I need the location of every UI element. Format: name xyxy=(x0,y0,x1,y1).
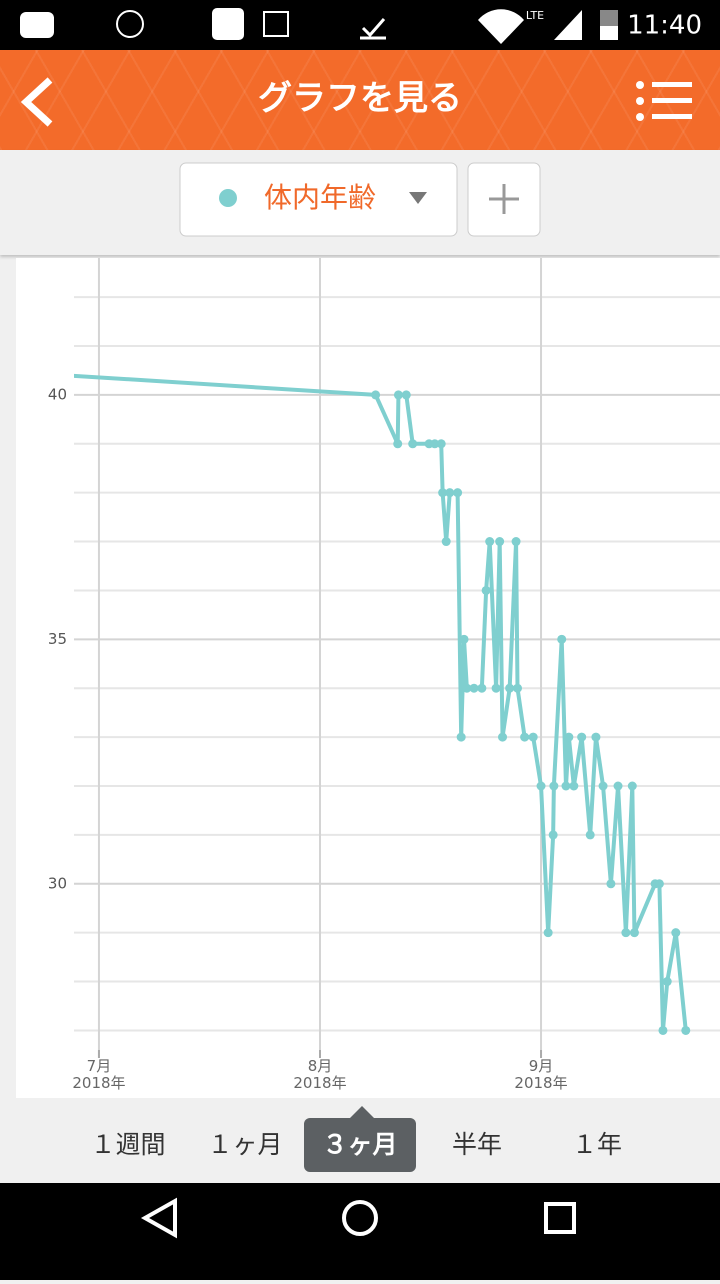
data-point xyxy=(485,537,495,547)
nav-recents[interactable] xyxy=(544,1202,576,1234)
grid: 30 35 40 xyxy=(48,258,720,1058)
data-point xyxy=(498,732,508,742)
tab-pointer xyxy=(350,1106,374,1118)
y-tick-label: 30 xyxy=(48,874,67,892)
data-point xyxy=(557,634,567,644)
data-point xyxy=(445,488,455,498)
data-point xyxy=(548,830,558,840)
data-point xyxy=(528,732,538,742)
data-point xyxy=(477,683,487,693)
period-tabs: １週間 １ヶ月 ３ヶ月 半年 １年 xyxy=(0,1098,720,1183)
data-point xyxy=(629,928,639,938)
menu-button[interactable] xyxy=(636,81,692,121)
period-tab[interactable]: １週間 xyxy=(90,1130,166,1159)
status-icons: LTE 11:40 xyxy=(20,8,702,45)
data-point xyxy=(613,781,623,791)
data-point xyxy=(658,1025,668,1035)
data-point xyxy=(469,683,479,693)
data-point xyxy=(671,928,681,938)
data-point xyxy=(627,781,637,791)
header-title: グラフを見る xyxy=(258,79,462,119)
toolbar: 体内年齢 xyxy=(0,150,720,255)
data-point xyxy=(606,879,616,889)
data-point xyxy=(564,732,574,742)
data-point xyxy=(654,879,664,889)
status-bar: LTE 11:40 xyxy=(0,0,720,50)
data-point xyxy=(401,390,411,400)
nav-home[interactable] xyxy=(342,1200,378,1236)
x-tick-label: 7月 2018年 xyxy=(72,1057,126,1092)
data-point xyxy=(549,781,559,791)
data-point xyxy=(598,781,608,791)
nav-bar xyxy=(0,1183,720,1280)
nav-icons xyxy=(140,1197,576,1239)
data-point xyxy=(585,830,595,840)
data-point xyxy=(459,634,469,644)
data-point xyxy=(505,683,515,693)
header-graphics: グラフを見る xyxy=(20,77,692,127)
chart-card xyxy=(16,258,720,1098)
data-point xyxy=(453,488,463,498)
period-tab[interactable]: １年 xyxy=(571,1130,622,1159)
data-point xyxy=(681,1025,691,1035)
x-tick-label: 9月 2018年 xyxy=(514,1057,568,1092)
chart: 30 35 40 xyxy=(23,258,720,1058)
x-tick-label: 8月 2018年 xyxy=(293,1057,347,1092)
data-point xyxy=(481,585,491,595)
data-point xyxy=(543,928,553,938)
back-button[interactable] xyxy=(20,77,53,127)
nav-back[interactable] xyxy=(140,1197,177,1239)
data-point xyxy=(436,439,446,449)
data-point xyxy=(577,732,587,742)
plot-area xyxy=(23,368,691,1035)
data-point xyxy=(495,537,505,547)
period-tab[interactable]: １ヶ月 xyxy=(207,1130,283,1159)
data-point xyxy=(511,537,521,547)
add-button[interactable] xyxy=(467,162,541,237)
data-point xyxy=(23,368,32,377)
data-point xyxy=(393,439,403,449)
data-point xyxy=(371,390,381,400)
y-tick-label: 40 xyxy=(48,385,67,403)
data-point xyxy=(462,683,472,693)
data-point xyxy=(569,781,579,791)
data-point xyxy=(561,781,571,791)
data-point xyxy=(441,537,451,547)
data-point xyxy=(456,732,466,742)
data-point xyxy=(591,732,601,742)
y-tick-label: 35 xyxy=(48,630,67,648)
data-point xyxy=(662,977,672,987)
data-point xyxy=(438,488,448,498)
data-point xyxy=(430,439,440,449)
period-tab[interactable]: 半年 xyxy=(451,1130,502,1159)
period-tab[interactable]: ３ヶ月 xyxy=(304,1118,416,1172)
data-point xyxy=(513,683,523,693)
data-point xyxy=(393,390,403,400)
clock: 11:40 xyxy=(627,11,702,41)
data-point xyxy=(536,781,546,791)
data-point xyxy=(520,732,530,742)
metric-dropdown[interactable]: 体内年齢 xyxy=(179,162,458,237)
data-point xyxy=(491,683,501,693)
data-point xyxy=(408,439,418,449)
toolbar-graphics: 体内年齢 xyxy=(179,162,541,237)
app-header: グラフを見る xyxy=(0,50,720,150)
data-point xyxy=(621,928,631,938)
network-label: LTE xyxy=(526,9,544,22)
metric-label: 体内年齢 xyxy=(264,181,376,214)
